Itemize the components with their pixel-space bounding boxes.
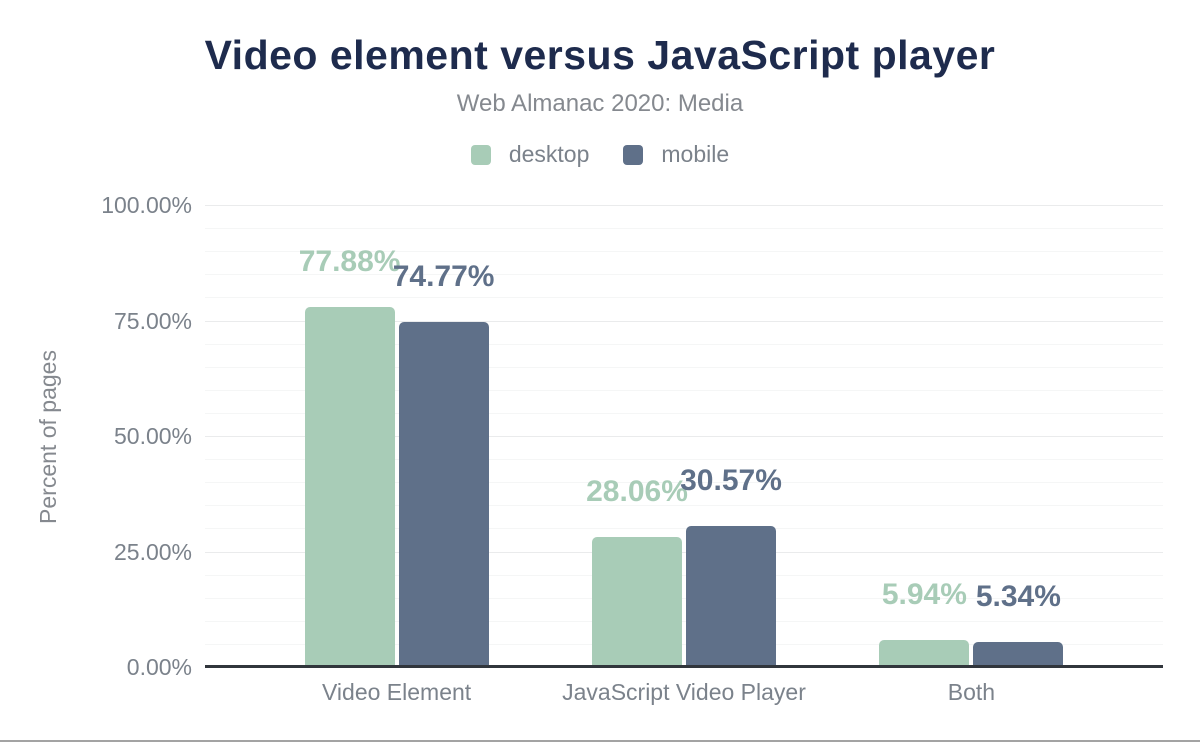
y-tick-label-0: 0.00% (126, 654, 192, 680)
x-category-label-both: Both (947, 679, 996, 705)
legend: desktop mobile (0, 141, 1200, 168)
x-category-label-video-element: Video Element (322, 679, 472, 705)
gridline-minor-10 (205, 620, 1163, 622)
page-bottom-border (0, 740, 1200, 742)
legend-item-mobile: mobile (623, 141, 729, 168)
legend-item-desktop: desktop (470, 141, 590, 168)
bar-mobile-both[interactable] (973, 642, 1064, 667)
y-tick-label-75: 75.00% (113, 307, 192, 334)
gridline-minor-45 (205, 459, 1163, 461)
bar-mobile-video-element[interactable] (398, 321, 489, 667)
gridline-minor-60 (205, 389, 1163, 391)
gridline-minor-55 (205, 412, 1163, 414)
x-category-label-javascript-video-player: JavaScript Video Player (562, 679, 806, 705)
legend-swatch-desktop (470, 144, 491, 165)
gridline-minor-35 (205, 505, 1163, 507)
y-tick-label-25: 25.00% (113, 538, 192, 565)
gridline-minor-20 (205, 574, 1163, 576)
gridline-minor-5 (205, 643, 1163, 645)
chart-title: Video element versus JavaScript player (204, 32, 996, 78)
legend-swatch-mobile (623, 144, 644, 165)
gridline-major-75 (205, 320, 1163, 322)
value-label-mobile-javascript-video-player: 30.57% (680, 463, 782, 497)
bar-desktop-both[interactable] (879, 639, 970, 667)
chart-subtitle: Web Almanac 2020: Media (456, 90, 744, 117)
legend-label-desktop: desktop (508, 141, 590, 167)
value-label-desktop-video-element: 77.88% (298, 245, 401, 279)
gridline-major-100 (205, 205, 1163, 206)
gridline-minor-95 (205, 228, 1163, 230)
gridline-minor-15 (205, 597, 1163, 599)
plot-area: 77.88% 74.77% Video Element 28.06% 30.57% Jav… (205, 205, 1163, 705)
legend-label-mobile: mobile (661, 141, 730, 167)
y-tick-label-100: 100.00% (101, 192, 192, 218)
gridline-major-25 (205, 551, 1163, 553)
gridline-major-50 (205, 436, 1163, 437)
value-label-mobile-video-element: 74.77% (392, 259, 495, 293)
gridline-minor-90 (205, 251, 1163, 253)
gridline-minor-85 (205, 274, 1163, 276)
value-label-desktop-javascript-video-player: 28.06% (586, 475, 688, 509)
gridline-minor-70 (205, 343, 1163, 345)
bar-desktop-javascript-video-player[interactable] (592, 537, 682, 667)
gridline-minor-40 (205, 482, 1163, 484)
bar-mobile-javascript-video-player[interactable] (686, 525, 776, 667)
value-label-desktop-both: 5.94% (881, 577, 967, 611)
y-tick-label-50: 50.00% (113, 423, 192, 449)
value-label-mobile-both: 5.34% (975, 580, 1061, 614)
bar-desktop-video-element[interactable] (304, 307, 395, 667)
gridline-minor-80 (205, 297, 1163, 299)
gridline-minor-30 (205, 528, 1163, 530)
x-axis-line (205, 665, 1163, 668)
gridline-minor-65 (205, 366, 1163, 368)
